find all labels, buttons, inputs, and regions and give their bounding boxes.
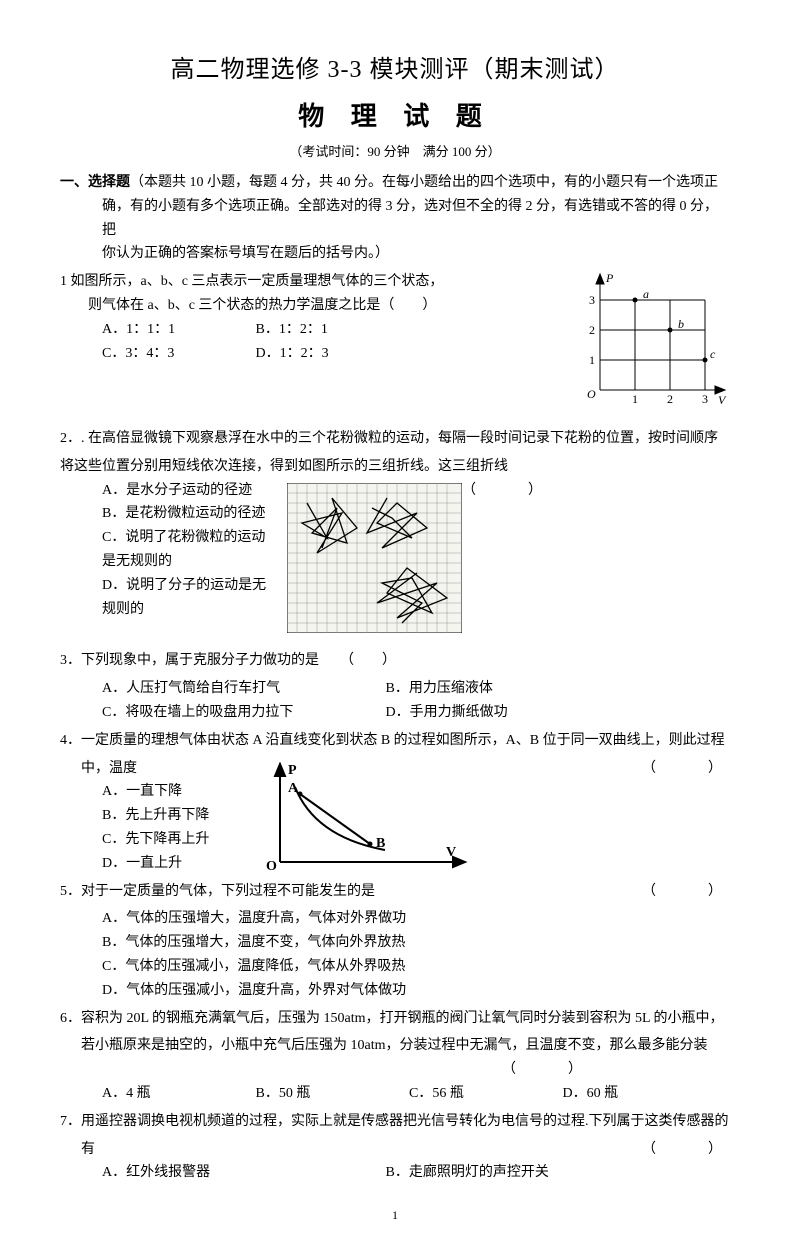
question-5: 5．对于一定质量的气体，下列过程不可能发生的是 （ ）: [60, 880, 730, 904]
svg-text:1: 1: [632, 392, 638, 406]
q3-opt-b: B．用力压缩液体: [386, 677, 666, 701]
svg-text:2: 2: [589, 323, 595, 337]
q1-opt-a: A．1：1：1: [102, 318, 252, 342]
svg-text:1: 1: [589, 353, 595, 367]
q4-figure: A B P V O: [260, 762, 470, 881]
q2-bracket: （ ）: [462, 479, 550, 503]
section-1-header: 一、选择题（本题共 10 小题，每题 4 分，共 40 分。在每小题给出的四个选…: [60, 171, 730, 195]
question-2: 2．. 在高倍显微镜下观察悬浮在水中的三个花粉微粒的运动，每隔一段时间记录下花粉…: [60, 427, 730, 451]
q5-opt-c: C．气体的压强减小，温度降低，气体从外界吸热: [60, 955, 730, 979]
q6-opt-d: D．60 瓶: [563, 1082, 713, 1106]
section-1-label: 一、选择题: [60, 175, 130, 190]
q1-opt-d: D．1：2：3: [256, 342, 406, 366]
svg-text:c: c: [710, 347, 716, 361]
svg-text:b: b: [678, 317, 684, 331]
q3-opt-c: C．将吸在墙上的吸盘用力拉下: [102, 701, 382, 725]
q5-num: 5．: [60, 884, 81, 899]
svg-text:O: O: [587, 387, 596, 401]
svg-text:V: V: [718, 393, 727, 407]
q7-stem-l1: 用遥控器调换电视机频道的过程，实际上就是传感器把光信号转化为电信号的过程.下列属…: [81, 1114, 729, 1129]
q7-bracket: （ ）: [642, 1138, 730, 1162]
q7-num: 7．: [60, 1114, 81, 1129]
q2-num: 2．.: [60, 431, 85, 446]
q3-opt-d: D．手用力撕纸做功: [386, 701, 666, 725]
exam-info: （考试时间：90 分钟 满分 100 分）: [60, 141, 730, 163]
q4-stem-l1: 一定质量的理想气体由状态 A 沿直线变化到状态 B 的过程如图所示，A、B 位于…: [81, 733, 725, 748]
q3-stem: 下列现象中，属于克服分子力做功的是 （ ）: [81, 653, 396, 668]
q1-opt-b: B．1：2：1: [256, 318, 406, 342]
title-main: 高二物理选修 3-3 模块测评（期末测试）: [60, 50, 730, 91]
q1-figure: a b c 1 2 3 1 2 3 O P V: [575, 270, 730, 419]
svg-text:3: 3: [702, 392, 708, 406]
q2-stem-l1: 在高倍显微镜下观察悬浮在水中的三个花粉微粒的运动，每隔一段时间记录下花粉的位置，…: [88, 431, 718, 446]
q5-bracket: （ ）: [642, 880, 730, 904]
q5-opt-b: B．气体的压强增大，温度不变，气体向外界放热: [60, 931, 730, 955]
svg-text:P: P: [288, 763, 297, 778]
q6-opt-c: C．56 瓶: [409, 1082, 559, 1106]
title-sub: 物 理 试 题: [60, 95, 730, 139]
svg-text:P: P: [605, 271, 614, 285]
q6-num: 6．: [60, 1011, 81, 1026]
q6-stem-l2: 若小瓶原来是抽空的，小瓶中充气后压强为 10atm，分装过程中无漏气，且温度不变…: [60, 1034, 730, 1058]
section-1-desc-l1: （本题共 10 小题，每题 4 分，共 40 分。在每小题给出的四个选项中，有的…: [130, 175, 718, 190]
q4-num: 4．: [60, 733, 81, 748]
q5-opt-a: A．气体的压强增大，温度升高，气体对外界做功: [60, 907, 730, 931]
q4-stem-l2: 中，温度: [81, 761, 137, 776]
section-1-desc-l2: 确，有的小题有多个选项正确。全部选对的得 3 分，选对但不全的得 2 分，有选错…: [60, 195, 730, 243]
svg-text:A: A: [288, 781, 299, 796]
q5-stem: 对于一定质量的气体，下列过程不可能发生的是: [81, 884, 375, 899]
q2-stem-l2: 将这些位置分别用短线依次连接，得到如图所示的三组折线。这三组折线: [60, 459, 508, 474]
question-4: 4．一定质量的理想气体由状态 A 沿直线变化到状态 B 的过程如图所示，A、B …: [60, 729, 730, 753]
q7-opt-b: B．走廊照明灯的声控开关: [386, 1161, 666, 1185]
svg-text:3: 3: [589, 293, 595, 307]
q3-opt-a: A．人压打气筒给自行车打气: [102, 677, 382, 701]
question-7: 7．用遥控器调换电视机频道的过程，实际上就是传感器把光信号转化为电信号的过程.下…: [60, 1110, 730, 1134]
svg-text:a: a: [643, 287, 649, 301]
q2-figure: [287, 483, 462, 642]
q3-num: 3．: [60, 653, 81, 668]
q2-stem-l2-row: 将这些位置分别用短线依次连接，得到如图所示的三组折线。这三组折线 （ ）: [60, 455, 730, 479]
q7-opt-a: A．红外线报警器: [102, 1161, 382, 1185]
svg-text:2: 2: [667, 392, 673, 406]
q6-opt-a: A．4 瓶: [102, 1082, 252, 1106]
question-6: 6．容积为 20L 的钢瓶充满氧气后，压强为 150atm，打开钢瓶的阀门让氧气…: [60, 1007, 730, 1031]
svg-text:O: O: [266, 859, 277, 872]
q5-opt-d: D．气体的压强减小，温度升高，外界对气体做功: [60, 979, 730, 1003]
q7-stem-l2: 有: [81, 1142, 95, 1157]
q6-bracket: （ ）: [502, 1058, 590, 1082]
question-1: a b c 1 2 3 1 2 3 O P V 1 如图所示，a、b、c 三点表示一定质…: [60, 270, 730, 423]
q1-opt-c: C．3：4：3: [102, 342, 252, 366]
q1-line1: 如图所示，a、b、c 三点表示一定质量理想气体的三个状态，: [71, 274, 444, 289]
svg-text:V: V: [446, 845, 456, 860]
section-1-desc-l3: 你认为正确的答案标号填写在题后的括号内。）: [60, 242, 730, 266]
page-number: 1: [60, 1205, 730, 1225]
q6-opt-b: B．50 瓶: [256, 1082, 406, 1106]
q1-num: 1: [60, 274, 67, 289]
svg-text:B: B: [376, 836, 385, 851]
q6-stem-l1: 容积为 20L 的钢瓶充满氧气后，压强为 150atm，打开钢瓶的阀门让氧气同时…: [81, 1011, 724, 1026]
q4-bracket: （ ）: [642, 757, 730, 781]
question-3: 3．下列现象中，属于克服分子力做功的是 （ ）: [60, 649, 730, 673]
